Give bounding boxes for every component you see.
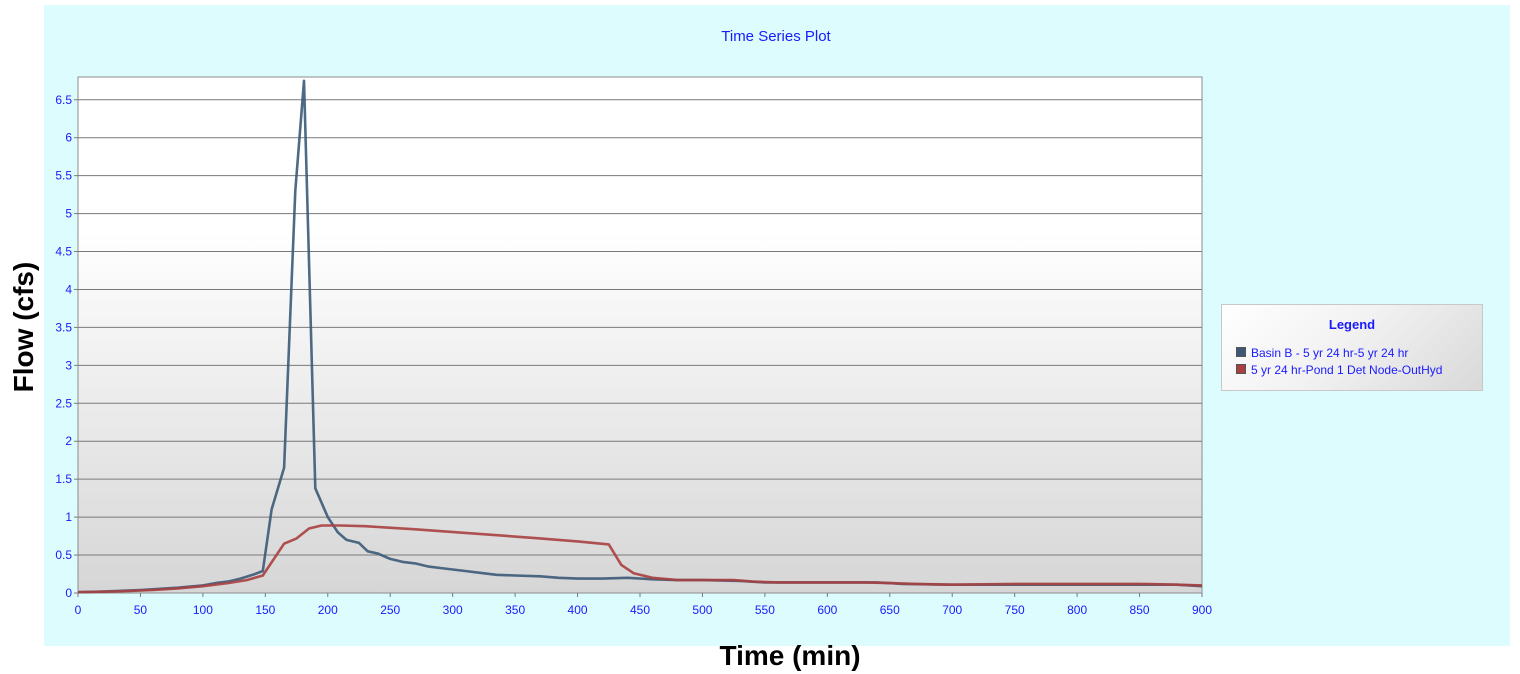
- x-tick-label: 50: [134, 603, 148, 617]
- series-line-pond-outflow: [77, 524, 1203, 594]
- y-tick-label: 1.5: [55, 472, 72, 486]
- legend-item-basin-b: Basin B - 5 yr 24 hr-5 yr 24 hr: [1236, 346, 1408, 360]
- x-tick-label: 450: [630, 603, 650, 617]
- y-tick-label: 6.5: [55, 93, 72, 107]
- series-lines: [77, 79, 1203, 594]
- x-tick-label: 150: [255, 603, 275, 617]
- x-tick-label: 650: [880, 603, 900, 617]
- legend-label-basin-b: Basin B - 5 yr 24 hr-5 yr 24 hr: [1251, 346, 1409, 360]
- legend-swatch-pond-outflow: [1236, 364, 1246, 374]
- legend-item-pond-outflow: 5 yr 24 hr-Pond 1 Det Node-OutHyd: [1236, 363, 1442, 377]
- x-tick-label: 300: [443, 603, 463, 617]
- x-tick-label: 400: [568, 603, 588, 617]
- x-tick-label: 850: [1130, 603, 1150, 617]
- x-tick-label: 250: [380, 603, 400, 617]
- y-tick-label: 1: [65, 510, 72, 524]
- y-axis-title: Flow (cfs): [8, 261, 39, 393]
- y-tick-label: 0: [65, 586, 72, 600]
- x-tick-label: 550: [755, 603, 775, 617]
- chart-title: Time Series Plot: [721, 28, 831, 45]
- x-tick-label: 100: [193, 603, 213, 617]
- legend-label-pond-outflow: 5 yr 24 hr-Pond 1 Det Node-OutHyd: [1251, 363, 1443, 377]
- plot-area: [77, 76, 1203, 594]
- y-tick-label: 2.5: [55, 396, 72, 410]
- legend-title: Legend: [1328, 317, 1376, 332]
- x-tick-label: 600: [817, 603, 837, 617]
- y-tick-label: 3.5: [55, 320, 72, 334]
- x-tick-label: 350: [505, 603, 525, 617]
- x-tick-label: 700: [942, 603, 962, 617]
- legend: Legend Basin B - 5 yr 24 hr-5 yr 24 hr 5…: [1221, 304, 1483, 391]
- x-tick-label: 500: [692, 603, 712, 617]
- x-axis-title: Time (min): [719, 640, 861, 671]
- grid-lines: [78, 99, 1202, 556]
- x-tick-label: 750: [1005, 603, 1025, 617]
- x-tick-label: 0: [75, 603, 82, 617]
- y-tick-label: 6: [65, 131, 72, 145]
- x-tick-label: 800: [1067, 603, 1087, 617]
- x-tick-label: 200: [318, 603, 338, 617]
- legend-swatch-basin-b: [1236, 347, 1246, 357]
- y-tick-label: 2: [65, 434, 72, 448]
- y-tick-label: 4: [65, 282, 72, 296]
- y-tick-label: 4.5: [55, 245, 72, 259]
- y-tick-label: 3: [65, 358, 72, 372]
- x-tick-label: 900: [1192, 603, 1212, 617]
- axes: 0 0.5 1 1.5 2 2.5 3 3.5 4 4.5 5 5.5 6 6.5 0 50 100 150 200…: [55, 93, 1212, 617]
- y-tick-label: 5: [65, 207, 72, 221]
- y-tick-label: 0.5: [55, 548, 72, 562]
- y-tick-label: 5.5: [55, 169, 72, 183]
